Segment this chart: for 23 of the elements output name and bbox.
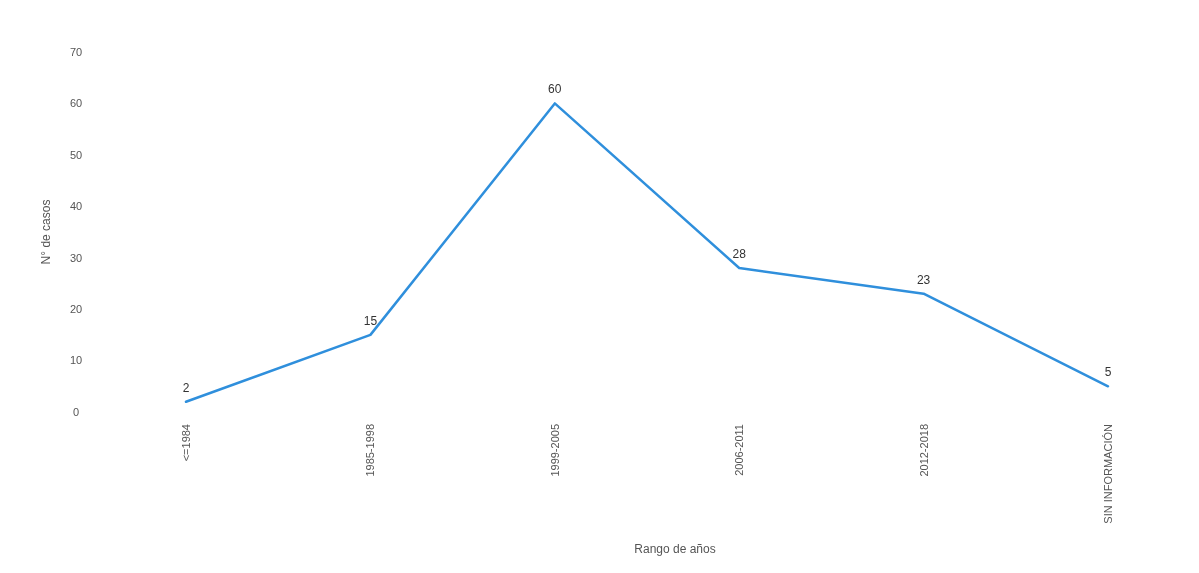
line-series (184, 102, 1110, 403)
y-tick-label: 50 (69, 148, 83, 161)
y-tick-label: 10 (69, 354, 83, 367)
x-tick-label: SIN INFORMACIÓN (1102, 423, 1114, 524)
y-tick-label: 70 (69, 45, 83, 58)
data-label: 23 (916, 272, 931, 287)
data-label: 28 (732, 247, 747, 261)
y-tick-label: 60 (69, 97, 83, 110)
x-tick-label: 2006-2011 (733, 424, 746, 476)
y-tick-label: 20 (69, 302, 83, 315)
y-tick-label: 0 (72, 405, 80, 418)
y-axis-title: N° de casos (39, 199, 53, 265)
y-tick-label: 30 (69, 251, 83, 264)
x-tick-label: <=1984 (180, 424, 192, 462)
y-tick-label: 40 (69, 200, 83, 213)
data-label: 2 (182, 380, 190, 395)
x-tick-label: 2012-2018 (917, 424, 930, 477)
x-axis-title: Rango de años (634, 542, 716, 556)
data-label: 60 (548, 82, 562, 97)
x-tick-label: 1985-1998 (364, 424, 377, 477)
data-label: 15 (363, 313, 378, 328)
data-label: 5 (1104, 365, 1112, 380)
x-tick-label: 1999-2005 (548, 424, 561, 477)
